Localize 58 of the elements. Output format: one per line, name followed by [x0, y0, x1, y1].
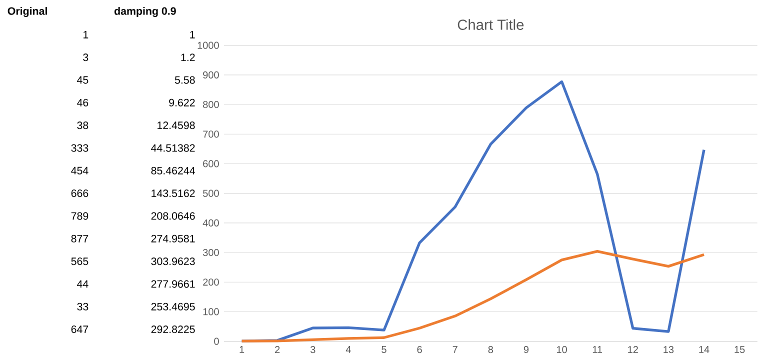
text: 454: [71, 166, 88, 174]
x-tick-label: 13: [664, 346, 674, 354]
y-tick-label: 100: [203, 308, 219, 316]
x-tick-label: 6: [417, 346, 422, 354]
x-tick-label: 4: [346, 346, 351, 353]
text: 38: [77, 122, 88, 130]
text: 647: [71, 326, 88, 334]
text: 1.2: [181, 54, 195, 62]
text: 565: [71, 258, 88, 266]
text: 1: [190, 30, 195, 38]
x-tick-label: 14: [699, 346, 710, 353]
text: 333: [71, 144, 88, 152]
text: 253.4695: [151, 302, 195, 310]
x-tick-label: 8: [488, 346, 494, 354]
text: 292.8225: [151, 326, 195, 334]
y-tick-label: 1000: [198, 42, 219, 49]
x-tick-label: 1: [240, 346, 244, 353]
text: 143.5162: [152, 190, 195, 198]
text: 277.9661: [151, 280, 195, 288]
text: Original: [8, 6, 47, 17]
y-tick-label: 600: [203, 160, 219, 168]
text: 85.46244: [151, 166, 195, 174]
text: 666: [71, 190, 88, 198]
chart-title: Chart Title: [458, 19, 524, 30]
text: damping 0.9: [114, 6, 176, 17]
text: 44.51382: [151, 144, 195, 152]
x-tick-label: 7: [452, 346, 458, 353]
text: 1: [84, 30, 88, 38]
x-tick-label: 3: [310, 346, 316, 354]
text: 208.0646: [151, 212, 195, 220]
text: 46: [77, 98, 88, 106]
x-tick-label: 10: [556, 346, 567, 354]
text: 33: [77, 302, 88, 310]
x-tick-label: 9: [524, 346, 529, 354]
text: 303.9623: [151, 258, 195, 266]
text: 44: [77, 280, 88, 288]
text: 274.9581: [151, 234, 195, 242]
line-series: [240, 250, 706, 342]
y-tick-label: 800: [203, 100, 219, 108]
text: 12.4598: [158, 122, 195, 130]
text: 9.622: [169, 98, 195, 106]
y-tick-label: 200: [203, 278, 219, 286]
text: 3: [83, 54, 88, 62]
y-tick-label: 300: [202, 248, 219, 256]
y-tick-label: 0: [214, 338, 219, 345]
text: 45: [77, 76, 88, 84]
text: 877: [71, 234, 88, 242]
y-tick-label: 500: [203, 190, 219, 197]
x-tick-label: 12: [628, 346, 638, 354]
text: 789: [71, 212, 88, 220]
x-tick-label: 11: [592, 346, 602, 353]
x-tick-label: 15: [734, 346, 745, 354]
y-tick-label: 900: [203, 71, 219, 78]
x-tick-label: 2: [275, 346, 280, 354]
y-tick-label: 700: [203, 130, 219, 138]
y-tick-label: 400: [202, 219, 219, 226]
text: 5.58: [174, 76, 195, 84]
x-tick-label: 5: [382, 346, 386, 354]
